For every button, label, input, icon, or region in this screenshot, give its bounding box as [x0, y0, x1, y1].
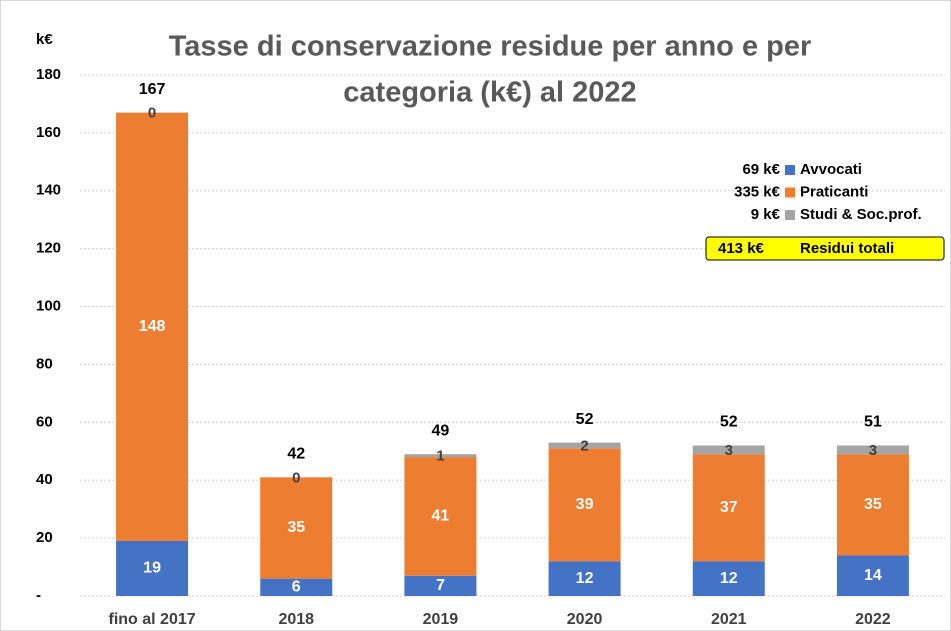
bar-segment — [692, 454, 765, 562]
x-tick-label: 2022 — [855, 611, 891, 628]
value-label: 6 — [292, 579, 301, 596]
bar-segment — [836, 555, 909, 596]
x-tick-label: 2020 — [567, 611, 603, 628]
value-label: 14 — [864, 567, 882, 584]
x-tick-label: fino al 2017 — [109, 611, 196, 628]
bar-segment — [548, 442, 621, 449]
y-tick-label: 140 — [36, 182, 61, 199]
value-label: 12 — [720, 570, 738, 587]
legend-total: 335 k€ — [734, 183, 781, 200]
bar-segment — [692, 561, 765, 596]
total-label: 167 — [139, 81, 166, 98]
value-label: 3 — [869, 442, 877, 459]
bar-segment — [404, 575, 477, 596]
bar-segment — [116, 112, 189, 542]
x-tick-label: 2019 — [423, 611, 459, 628]
legend-label: Avvocati — [800, 161, 862, 178]
y-tick-label: 20 — [36, 529, 53, 546]
bar-segment — [260, 477, 333, 579]
total-label: 42 — [287, 446, 305, 463]
bar-segment — [404, 454, 477, 458]
grand-total-box — [705, 236, 945, 261]
y-tick-label: 160 — [36, 124, 61, 141]
bar-segment — [116, 541, 189, 596]
value-label: 19 — [143, 560, 161, 577]
legend-label: Praticanti — [800, 183, 868, 200]
y-tick-label: 120 — [36, 240, 61, 257]
legend-label: Studi & Soc.prof. — [800, 206, 922, 223]
value-label: 2 — [580, 437, 588, 454]
legend-swatch — [785, 210, 795, 220]
value-label: 35 — [864, 496, 882, 513]
grand-total-label: Residui totali — [800, 240, 894, 257]
total-label: 52 — [720, 414, 738, 431]
value-label: 12 — [576, 570, 594, 587]
bar-segment — [836, 445, 909, 455]
y-tick-label: 80 — [36, 355, 53, 372]
bar-segment — [260, 578, 333, 596]
x-tick-label: 2021 — [711, 611, 747, 628]
y-tick-label: 60 — [36, 413, 53, 430]
y-tick-label: - — [36, 587, 41, 604]
grand-total-value: 413 k€ — [718, 240, 765, 257]
value-label: 0 — [292, 469, 300, 486]
legend-swatch — [785, 187, 795, 198]
y-axis-label: k€ — [36, 31, 53, 48]
value-label: 7 — [436, 577, 445, 594]
chart-title: categoria (k€) al 2022 — [343, 77, 636, 109]
value-label: 37 — [720, 499, 738, 516]
legend-total: 9 k€ — [751, 206, 781, 223]
total-label: 49 — [432, 422, 450, 439]
chart-title: Tasse di conservazione residue per anno … — [169, 31, 812, 63]
value-label: 35 — [287, 519, 305, 536]
legend-swatch — [785, 165, 795, 175]
value-label: 1 — [436, 448, 444, 465]
y-tick-label: 40 — [36, 471, 53, 488]
value-label: 0 — [148, 105, 156, 122]
total-label: 51 — [864, 414, 882, 431]
bar-segment — [692, 445, 765, 455]
total-label: 52 — [576, 411, 594, 428]
bar-segment — [548, 448, 621, 562]
legend-total: 69 k€ — [742, 161, 780, 178]
bar-segment — [836, 454, 909, 556]
value-label: 41 — [432, 508, 450, 525]
y-tick-label: 180 — [36, 66, 61, 83]
bar-segment — [548, 561, 621, 596]
y-tick-label: 100 — [36, 298, 61, 315]
value-label: 3 — [725, 442, 733, 459]
value-label: 39 — [576, 496, 594, 513]
bar-segment — [404, 457, 477, 576]
value-label: 148 — [139, 318, 166, 335]
x-tick-label: 2018 — [278, 611, 314, 628]
